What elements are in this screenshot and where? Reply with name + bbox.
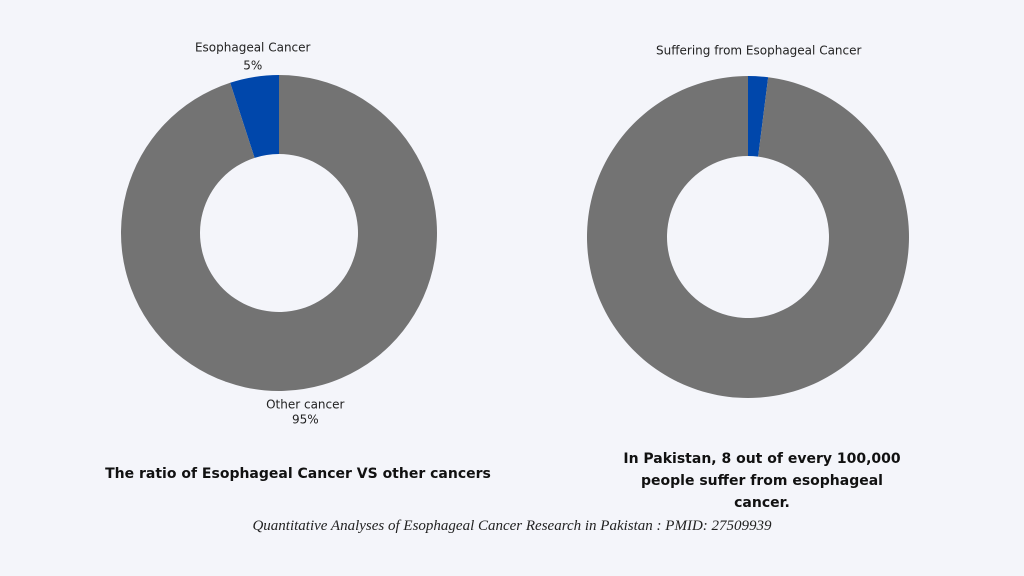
slice-label: Other cancer bbox=[266, 398, 344, 412]
donut-slice bbox=[587, 76, 910, 399]
caption: The ratio of Esophageal Cancer VS other … bbox=[105, 466, 491, 482]
donut-slice bbox=[748, 76, 769, 157]
caption: In Pakistan, 8 out of every 100,000 peop… bbox=[623, 451, 901, 511]
donut-slice bbox=[230, 75, 279, 158]
slice-label: Suffering from Esophageal Cancer bbox=[656, 44, 861, 58]
footer: Quantitative Analyses of Esophageal Canc… bbox=[252, 518, 772, 534]
value-label: 95% bbox=[292, 413, 319, 427]
slice-label: Esophageal Cancer bbox=[195, 41, 311, 55]
value-label: 5% bbox=[243, 59, 262, 73]
donut-slice bbox=[120, 75, 437, 391]
